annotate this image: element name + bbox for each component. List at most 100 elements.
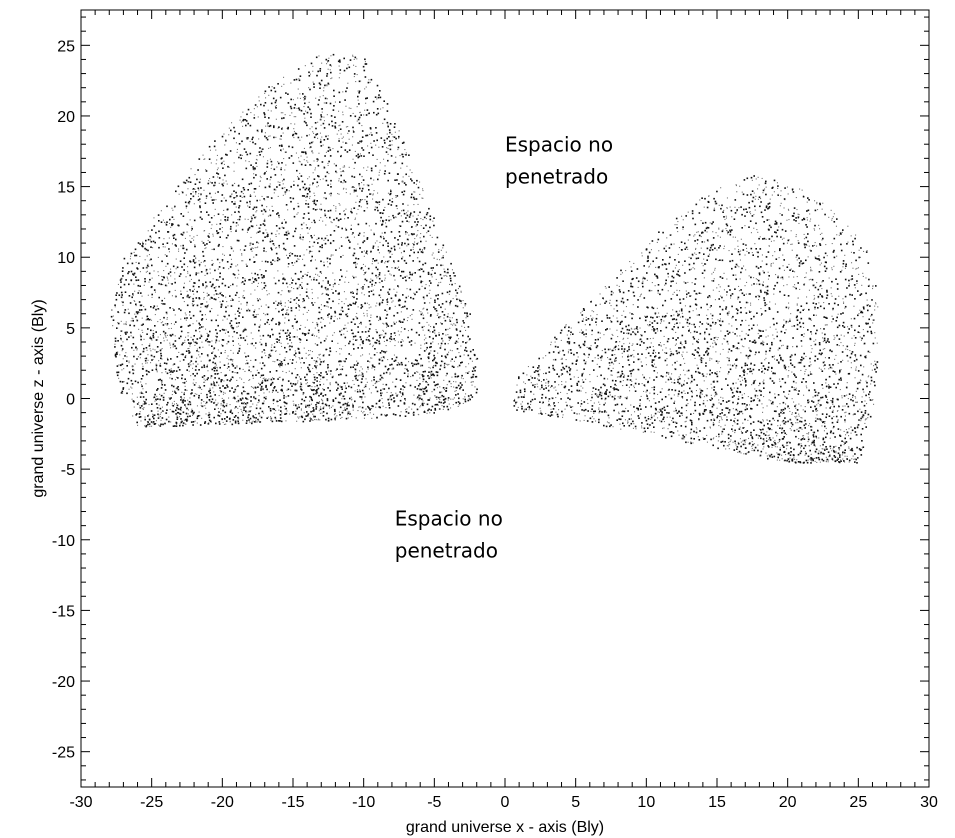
- data-point: [421, 251, 424, 254]
- data-point: [300, 109, 303, 112]
- data-point: [391, 358, 393, 360]
- data-point: [183, 286, 185, 289]
- data-point: [221, 194, 224, 196]
- data-point: [174, 289, 176, 291]
- data-point: [185, 406, 187, 408]
- data-point: [267, 122, 269, 124]
- data-point: [245, 412, 247, 414]
- data-point: [314, 343, 316, 345]
- data-point: [284, 322, 286, 324]
- data-point: [290, 290, 292, 292]
- data-point: [391, 201, 394, 203]
- data-point: [267, 160, 269, 162]
- data-point: [256, 224, 258, 226]
- data-point: [214, 354, 216, 357]
- data-point: [352, 275, 354, 277]
- data-point: [327, 84, 329, 86]
- data-point: [360, 287, 362, 289]
- data-point: [112, 315, 114, 317]
- data-point: [316, 384, 318, 387]
- data-point: [264, 114, 266, 116]
- data-point: [247, 392, 250, 395]
- data-point: [423, 235, 425, 238]
- data-point: [268, 117, 270, 119]
- data-point: [156, 389, 158, 391]
- data-point: [190, 168, 192, 170]
- data-point: [232, 250, 234, 252]
- data-point: [338, 374, 340, 376]
- data-point: [272, 317, 274, 320]
- data-point: [241, 392, 243, 394]
- data-point: [360, 321, 362, 324]
- data-point: [231, 214, 233, 216]
- data-point: [287, 263, 290, 265]
- data-point: [193, 335, 195, 337]
- data-point: [222, 393, 224, 395]
- data-point: [430, 297, 432, 299]
- data-point: [254, 167, 256, 169]
- data-point: [182, 400, 184, 402]
- data-point: [365, 86, 367, 88]
- data-point: [181, 397, 183, 399]
- data-point: [322, 411, 325, 413]
- data-point: [378, 174, 380, 176]
- data-point: [333, 95, 335, 97]
- data-point: [160, 412, 162, 414]
- data-point: [454, 342, 457, 344]
- data-point: [448, 336, 450, 339]
- data-point: [229, 195, 232, 198]
- data-point: [440, 342, 443, 345]
- data-point: [363, 255, 365, 257]
- data-point: [150, 362, 152, 364]
- data-point: [417, 186, 420, 189]
- data-point: [410, 340, 413, 342]
- data-point: [170, 371, 172, 373]
- data-point: [222, 385, 224, 387]
- data-point: [171, 207, 173, 209]
- data-point: [237, 352, 239, 354]
- data-point: [199, 205, 201, 207]
- data-point: [368, 295, 370, 297]
- data-point: [227, 366, 230, 368]
- data-point: [285, 204, 288, 206]
- data-point: [270, 247, 272, 249]
- data-point: [183, 419, 185, 421]
- data-point: [348, 166, 350, 168]
- data-point: [430, 267, 433, 269]
- data-point: [454, 275, 456, 277]
- data-point: [325, 179, 328, 182]
- data-point: [341, 411, 344, 414]
- data-point: [285, 407, 287, 410]
- data-point: [240, 399, 242, 401]
- data-point: [273, 387, 275, 389]
- data-point: [381, 301, 384, 304]
- data-point: [309, 227, 311, 229]
- data-point: [223, 133, 225, 135]
- data-point: [345, 237, 347, 239]
- data-point: [317, 357, 319, 359]
- data-point: [289, 348, 291, 351]
- data-point: [271, 344, 273, 346]
- data-point: [393, 360, 396, 362]
- data-point: [316, 323, 319, 326]
- data-point: [284, 346, 286, 349]
- data-point: [422, 400, 424, 402]
- data-point: [132, 336, 135, 339]
- data-point: [215, 279, 218, 281]
- data-point: [237, 419, 239, 421]
- data-point: [158, 230, 160, 233]
- data-point: [310, 141, 313, 144]
- data-point: [209, 298, 211, 300]
- data-point: [274, 416, 277, 419]
- data-point: [244, 279, 246, 282]
- data-point: [221, 227, 223, 229]
- data-point: [353, 167, 355, 169]
- data-point: [248, 309, 251, 312]
- data-point: [158, 246, 160, 249]
- data-point: [389, 273, 391, 275]
- data-point: [198, 322, 200, 325]
- data-point: [319, 412, 321, 414]
- data-point: [279, 362, 281, 365]
- data-point: [157, 410, 159, 412]
- data-point: [252, 338, 254, 340]
